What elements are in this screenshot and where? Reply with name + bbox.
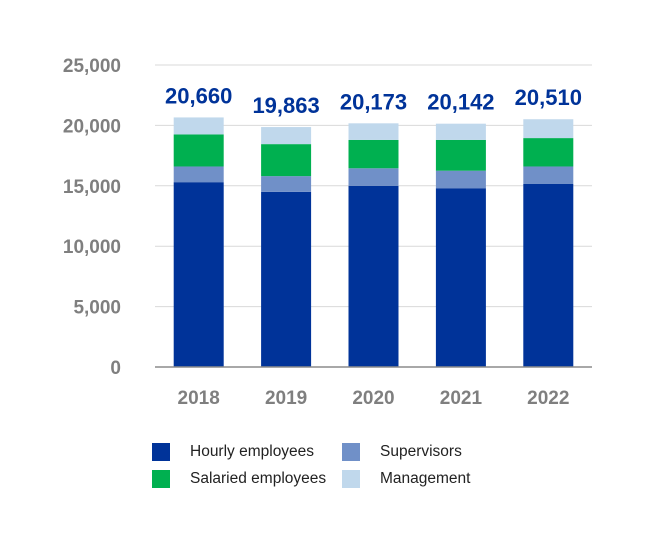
legend: Hourly employees Supervisors Salaried em… bbox=[152, 442, 512, 494]
bar-segment bbox=[261, 144, 312, 177]
bar-segment bbox=[348, 139, 399, 169]
y-tick-label: 5,000 bbox=[73, 298, 121, 319]
legend-swatch-management bbox=[342, 470, 360, 488]
y-tick-label: 0 bbox=[110, 358, 121, 379]
y-tick-label: 15,000 bbox=[63, 177, 121, 198]
bars bbox=[173, 117, 574, 367]
bar-segment bbox=[523, 138, 574, 167]
bar-segment bbox=[348, 168, 399, 186]
bar-segment bbox=[348, 185, 399, 367]
legend-label-supervisors: Supervisors bbox=[380, 443, 462, 460]
legend-label-hourly-employees: Hourly employees bbox=[190, 443, 315, 460]
legend-label-management: Management bbox=[380, 470, 471, 487]
legend-item-hourly-employees: Hourly employees bbox=[152, 442, 314, 462]
bar-segment bbox=[261, 127, 312, 145]
x-tick-label: 2020 bbox=[352, 388, 394, 409]
x-tick-label: 2022 bbox=[527, 388, 569, 409]
bar-segment bbox=[435, 170, 486, 189]
bar-segment bbox=[523, 183, 574, 367]
legend-swatch-supervisors bbox=[342, 443, 360, 461]
bar-segment bbox=[435, 123, 486, 140]
bar-segment bbox=[435, 188, 486, 367]
legend-swatch-hourly-employees bbox=[152, 443, 170, 461]
total-label: 20,510 bbox=[515, 85, 582, 110]
total-label: 20,142 bbox=[427, 90, 494, 115]
y-tick-label: 10,000 bbox=[63, 237, 121, 258]
total-label: 19,863 bbox=[252, 93, 319, 118]
legend-swatch-salaried-employees bbox=[152, 470, 170, 488]
bar-segment bbox=[261, 191, 312, 367]
y-axis-ticks: 0 5,000 10,000 15,000 20,000 25,000 bbox=[63, 56, 121, 379]
bar-segment bbox=[523, 119, 574, 139]
bar-segment bbox=[348, 123, 399, 140]
bar-segment bbox=[261, 176, 312, 192]
bar-segment bbox=[173, 166, 224, 183]
bar-segment bbox=[523, 166, 574, 184]
bar-segment bbox=[173, 134, 224, 167]
legend-item-supervisors: Supervisors bbox=[342, 442, 462, 462]
legend-item-management: Management bbox=[342, 469, 470, 489]
x-tick-label: 2019 bbox=[265, 388, 307, 409]
x-tick-label: 2021 bbox=[440, 388, 483, 409]
y-tick-label: 25,000 bbox=[63, 56, 121, 77]
y-tick-label: 20,000 bbox=[63, 116, 121, 137]
total-label: 20,660 bbox=[165, 83, 232, 108]
bar-segment bbox=[173, 182, 224, 367]
bar-segment bbox=[173, 117, 224, 135]
x-tick-label: 2018 bbox=[178, 388, 220, 409]
legend-label-salaried-employees: Salaried employees bbox=[190, 470, 327, 487]
total-label: 20,173 bbox=[340, 89, 407, 114]
bar-segment bbox=[435, 139, 486, 171]
legend-item-salaried-employees: Salaried employees bbox=[152, 469, 326, 489]
total-labels: 20,660 19,863 20,173 20,142 20,510 bbox=[165, 83, 582, 118]
x-axis-ticks: 2018 2019 2020 2021 2022 bbox=[178, 388, 570, 409]
